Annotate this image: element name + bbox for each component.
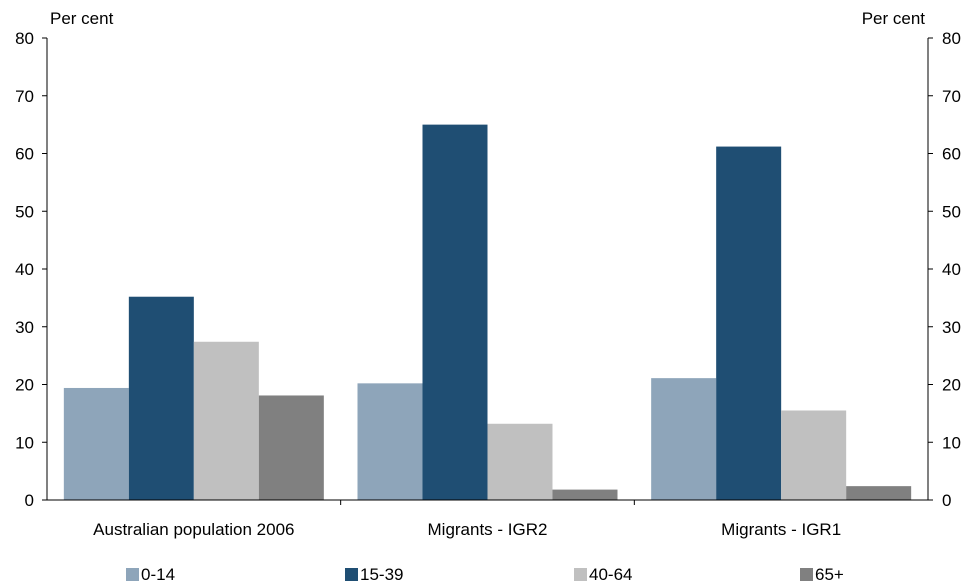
y-tick-label-right: 10 xyxy=(942,433,961,452)
bars-group xyxy=(63,124,912,500)
bar-40-64-1 xyxy=(193,341,259,500)
y-tick-label-right: 50 xyxy=(942,202,961,221)
legend-swatch-15-39 xyxy=(345,568,358,581)
y-tick-label-left: 70 xyxy=(15,87,34,106)
legend-label-40-64: 40-64 xyxy=(589,565,632,582)
y-tick-label-right: 40 xyxy=(942,260,961,279)
legend-label-65plus: 65+ xyxy=(815,565,844,582)
y-tick-label-right: 60 xyxy=(942,145,961,164)
legend-swatch-65plus xyxy=(800,568,813,581)
bar-15-39-2 xyxy=(422,124,488,500)
y-tick-label-left: 80 xyxy=(15,29,34,48)
y-unit-label-left: Per cent xyxy=(50,9,114,28)
bar-0-14-1 xyxy=(63,387,129,500)
y-tick-label-right: 80 xyxy=(942,29,961,48)
x-category-label: Australian population 2006 xyxy=(93,520,294,539)
y-tick-label-right: 70 xyxy=(942,87,961,106)
axes-group: 0 0 10 10 20 20 30 30 40 40 50 50 60 60 70 70 80 80 Per ce… xyxy=(15,9,961,539)
y-tick-label-left: 0 xyxy=(25,491,34,510)
y-tick-label-left: 50 xyxy=(15,202,34,221)
bar-40-64-2 xyxy=(487,423,553,500)
bar-65plus-1 xyxy=(258,395,324,500)
x-category-label: Migrants - IGR2 xyxy=(428,520,548,539)
y-tick-label-right: 30 xyxy=(942,318,961,337)
y-tick-label-right: 20 xyxy=(942,376,961,395)
bar-40-64-3 xyxy=(781,410,847,500)
legend: 0-14 15-39 40-64 65+ xyxy=(126,565,844,582)
bar-0-14-3 xyxy=(651,378,717,500)
legend-label-15-39: 15-39 xyxy=(360,565,403,582)
legend-swatch-40-64 xyxy=(574,568,587,581)
y-tick-label-left: 20 xyxy=(15,376,34,395)
legend-label-0-14: 0-14 xyxy=(141,565,175,582)
x-category-label: Migrants - IGR1 xyxy=(721,520,841,539)
y-tick-label-left: 60 xyxy=(15,145,34,164)
y-tick-label-right: 0 xyxy=(942,491,951,510)
bar-15-39-1 xyxy=(128,296,194,500)
y-tick-label-left: 40 xyxy=(15,260,34,279)
bar-65plus-3 xyxy=(846,486,912,500)
y-tick-label-left: 10 xyxy=(15,433,34,452)
y-unit-label-right: Per cent xyxy=(862,9,926,28)
bar-15-39-3 xyxy=(716,146,782,500)
bar-65plus-2 xyxy=(552,489,618,500)
y-tick-label-left: 30 xyxy=(15,318,34,337)
bar-0-14-2 xyxy=(357,383,423,500)
legend-swatch-0-14 xyxy=(126,568,139,581)
